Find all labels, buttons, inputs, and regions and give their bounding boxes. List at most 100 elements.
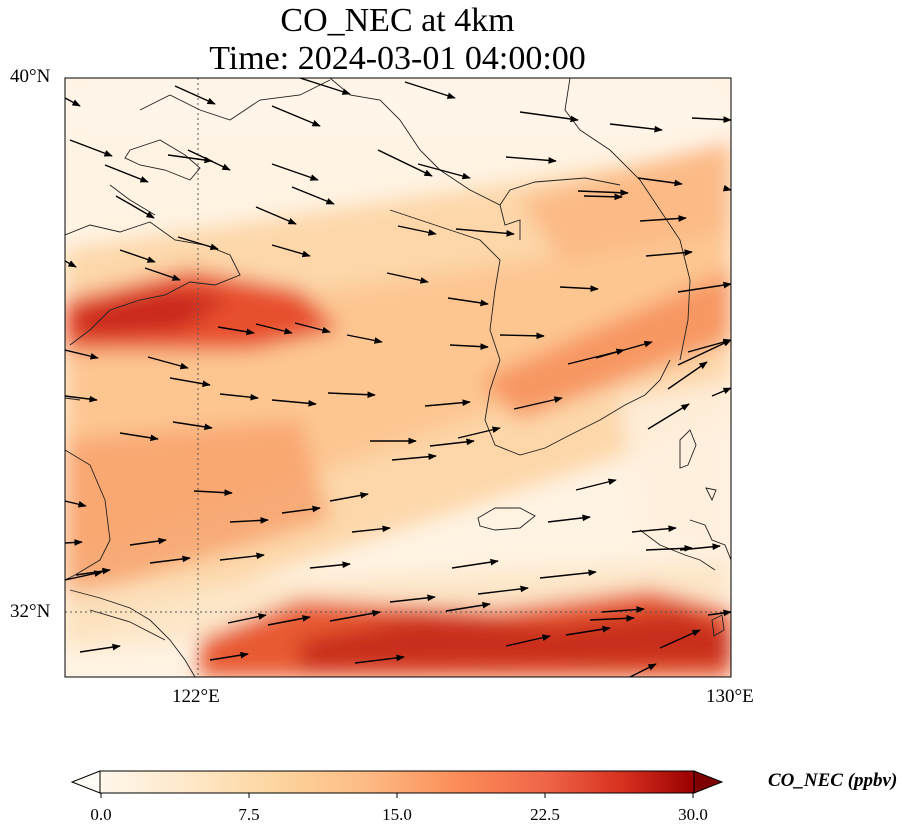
colorbar-tick-30: 30.0 (678, 805, 708, 824)
wind-vector-arrow (455, 228, 515, 237)
wind-vector-arrow (147, 356, 189, 370)
colorbar (70, 770, 724, 798)
wind-vector-arrow (129, 537, 167, 546)
map-title: CO_NEC at 4km (280, 2, 515, 39)
wind-vector-arrow (65, 539, 83, 546)
wind-vector-arrow (193, 489, 233, 496)
wind-vector-arrow (149, 555, 191, 564)
wind-vector-arrow (645, 249, 693, 257)
wind-vector-arrow (677, 339, 731, 366)
wind-vector-arrow (513, 396, 563, 410)
wind-vector-arrow (397, 225, 437, 236)
wind-vector-arrow (65, 349, 99, 360)
map-subtitle: Time: 2024-03-01 04:00:00 (209, 40, 586, 77)
lat-label-32n: 32°N (10, 601, 51, 622)
wind-vector-arrow (647, 403, 690, 430)
wind-vector-arrow (447, 297, 489, 307)
wind-vector-arrow (377, 149, 433, 177)
wind-vector-arrow (174, 85, 216, 105)
concentration-field (65, 78, 731, 677)
wind-vector-arrow (65, 395, 98, 403)
map-frame (64, 77, 732, 678)
wind-vector-arrow (691, 116, 731, 123)
wind-vector-arrow (451, 558, 499, 569)
wind-vector-arrow (65, 570, 103, 581)
wind-vector-arrow (271, 163, 319, 181)
wind-vector-arrow (547, 514, 591, 523)
wind-vector-arrow (601, 606, 645, 613)
wind-vector-arrow (583, 193, 623, 201)
wind-vector-arrow (429, 438, 475, 447)
wind-vector-arrow (115, 195, 155, 219)
wind-vector-arrow (637, 177, 683, 187)
wind-vector-arrow (329, 610, 381, 622)
wind-vector-arrow (449, 343, 489, 350)
colorbar-tick-22-5: 22.5 (530, 805, 560, 824)
wind-vector-arrow (271, 399, 317, 407)
wind-vector-arrow (119, 249, 156, 263)
wind-vector-arrow (477, 585, 529, 595)
wind-vector-arrow (187, 149, 231, 171)
wind-vector-arrow (227, 613, 267, 624)
wind-vector-arrow (577, 189, 629, 197)
wind-vector-arrow (327, 391, 376, 399)
wind-vector-arrow (219, 393, 259, 401)
wind-vector-arrow (722, 184, 731, 192)
wind-vector-arrow (589, 614, 635, 622)
wind-vector-arrow (404, 81, 456, 99)
wind-vector-arrow (667, 361, 708, 390)
gridlines (65, 78, 731, 677)
colorbar-tick-7-5: 7.5 (238, 805, 260, 824)
wind-vector-arrow (499, 332, 545, 340)
wind-vector-arrow (677, 281, 731, 293)
wind-vector-arrow (679, 543, 721, 551)
wind-vector-arrow (389, 594, 436, 603)
wind-vector-arrow (386, 272, 429, 284)
wind-vector-arrow (354, 654, 405, 664)
lat-label-40n: 40°N (10, 66, 51, 87)
wind-vector-arrow (281, 505, 321, 514)
wind-vector-arrow (659, 629, 701, 649)
wind-vector-arrow (172, 421, 213, 431)
wind-vector-arrow (631, 525, 677, 533)
wind-vector-arrow (457, 426, 501, 439)
wind-vector-arrow (417, 163, 471, 180)
wind-vector-arrow (609, 123, 663, 133)
wind-vector-arrow (294, 322, 331, 334)
wind-vector-arrow (595, 340, 653, 359)
colorbar-tick-0: 0.0 (90, 805, 112, 824)
wind-vector-arrow (267, 615, 311, 626)
wind-vector-arrow (687, 338, 731, 353)
wind-vector-arrow (445, 601, 491, 612)
wind-vector-arrow (79, 643, 121, 653)
wind-vector-arrow (565, 625, 611, 636)
colorbar-title: CO_NEC (ppbv) (768, 770, 898, 791)
wind-vector-arrow (65, 97, 81, 107)
wind-vector-arrow (639, 215, 687, 222)
wind-vector-arrow (119, 432, 159, 442)
wind-vector-arrow (217, 326, 255, 336)
wind-vector-arrow (65, 500, 87, 508)
wind-vector-arrow (391, 453, 437, 461)
wind-vector-arrow (424, 399, 471, 407)
wind-vector-arrow (351, 525, 391, 533)
wind-vector-arrow (69, 139, 113, 157)
coastlines (65, 78, 731, 677)
wind-vector-arrow (255, 206, 297, 225)
wind-vector-arrow (559, 285, 599, 292)
wind-vector-arrow (291, 186, 335, 205)
wind-vector-arrow (169, 377, 211, 388)
wind-vector-arrow (255, 323, 293, 335)
wind-vector-arrow (299, 78, 351, 95)
lon-label-130e: 130°E (706, 686, 754, 707)
wind-vector-arrow (575, 478, 617, 491)
wind-vector-arrow (167, 154, 213, 164)
wind-vector-arrow (309, 561, 351, 569)
wind-vector-arrow (209, 651, 249, 661)
wind-vector-arrow (75, 567, 111, 576)
wind-vector-arrow (177, 236, 219, 251)
wind-vector-arrow (519, 111, 579, 123)
wind-vector-arrow (645, 544, 693, 552)
wind-vector-arrow (505, 156, 557, 164)
